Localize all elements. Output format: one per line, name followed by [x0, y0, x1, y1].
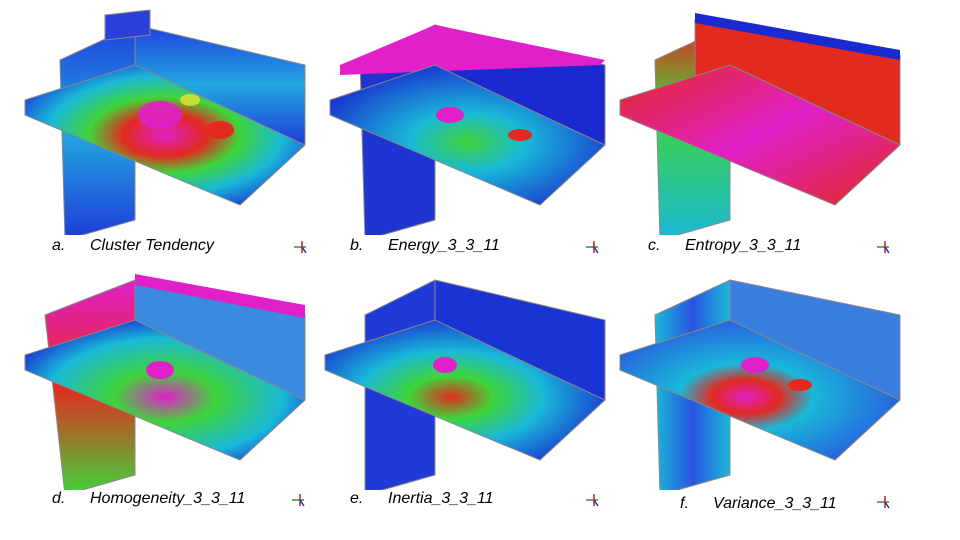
axes-orientation-icon: [292, 494, 305, 507]
panel-d: d. Homogeneity_3_3_11: [20, 260, 320, 510]
axes-orientation-icon: [586, 241, 599, 254]
axes-orientation-icon: [877, 241, 890, 254]
seismic-cube-cluster-tendency: [24, 9, 306, 235]
panel-letter: d.: [52, 490, 66, 507]
seismic-cube-energy: [329, 24, 606, 235]
panel-e: e. Inertia_3_3_11: [320, 260, 620, 510]
seismic-cube-entropy: [619, 13, 901, 235]
panel-c: c. Entropy_3_3_11: [615, 5, 915, 255]
panel-letter: f.: [680, 495, 689, 512]
panel-letter: a.: [52, 237, 66, 254]
axes-orientation-icon: [586, 494, 599, 507]
panel-letter: b.: [350, 237, 364, 254]
panel-a: a. Cluster Tendency: [20, 5, 320, 255]
panel-caption: Entropy_3_3_11: [685, 237, 802, 254]
panel-caption: Inertia_3_3_11: [388, 490, 494, 507]
axes-orientation-icon: [294, 241, 307, 254]
panel-caption: Cluster Tendency: [90, 237, 214, 254]
panel-caption: Homogeneity_3_3_11: [90, 490, 246, 507]
panel-caption: Variance_3_3_11: [713, 495, 837, 512]
panel-letter: c.: [648, 237, 661, 254]
seismic-cube-inertia: [324, 279, 606, 490]
panel-f: f. Variance_3_3_11: [615, 260, 915, 512]
seismic-cube-homogeneity: [24, 274, 306, 490]
panel-letter: e.: [350, 490, 364, 507]
panel-b: b. Energy_3_3_11: [320, 5, 620, 255]
seismic-cube-variance: [619, 279, 901, 490]
axes-orientation-icon: [877, 496, 890, 509]
panel-caption: Energy_3_3_11: [388, 237, 500, 254]
